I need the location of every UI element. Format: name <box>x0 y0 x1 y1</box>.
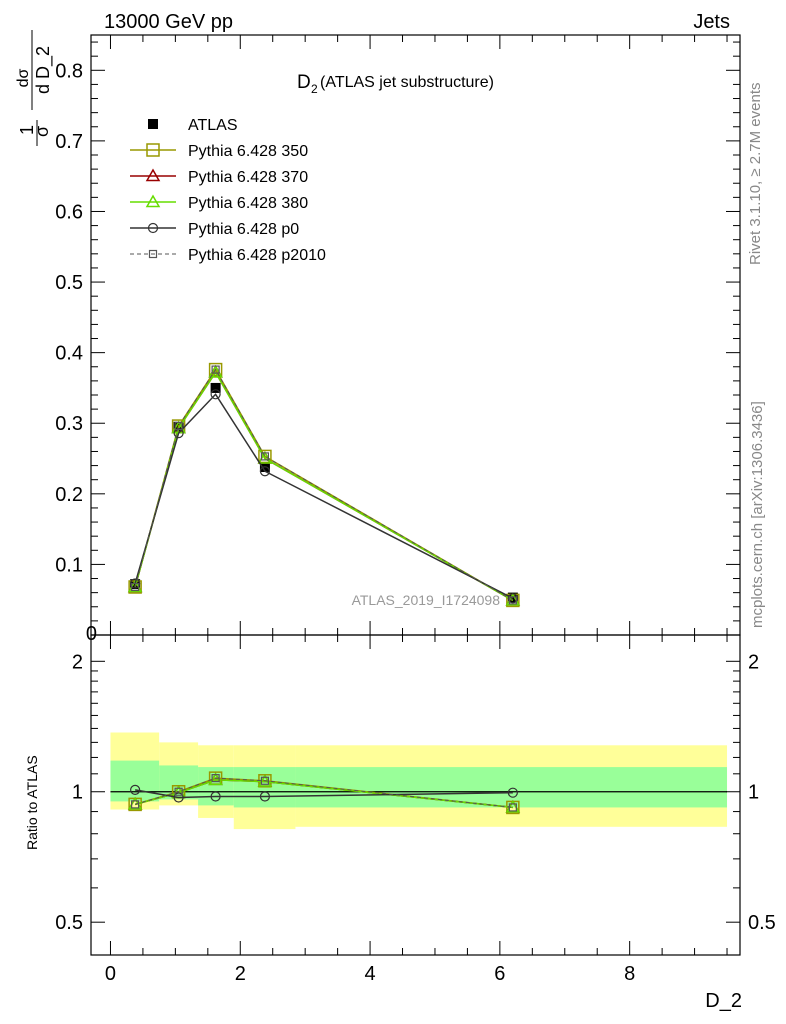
ratio-y-tick-label-left: 1 <box>72 782 83 804</box>
legend-entry-label: Pythia 6.428 350 <box>188 143 308 160</box>
legend-marker-1 <box>146 143 160 157</box>
ratio-point-3-4 <box>507 787 518 798</box>
ratio-point-3-0 <box>130 784 141 795</box>
ratio-point-4-0 <box>131 800 140 809</box>
ratio-band-green-0 <box>110 760 160 802</box>
legend-entry-label: Pythia 6.428 380 <box>188 195 308 212</box>
ratio-point-4-3 <box>260 776 270 785</box>
main-y-tick-label: 0.3 <box>55 413 83 435</box>
main-point-4-3 <box>259 466 271 477</box>
main-y-tick-label: 0.4 <box>55 343 83 365</box>
main-point-5-2 <box>211 365 220 374</box>
legend-marker-5 <box>148 249 158 259</box>
x-tick-label: 0 <box>105 963 116 985</box>
legend-marker-3 <box>145 194 161 208</box>
analysis-id-watermark: ATLAS_2019_I1724098 <box>352 592 501 608</box>
main-point-5-1 <box>174 421 183 431</box>
main-y-tick-label: 0.2 <box>55 484 83 506</box>
main-point-4-1 <box>173 428 184 439</box>
main-point-5-0 <box>131 582 140 592</box>
mcplots-reference-label: mcplots.cern.ch [arXiv:1306.3436] <box>749 401 766 628</box>
main-y-tick-label: 0.6 <box>55 201 83 223</box>
ratio-series-line-2 <box>134 779 513 809</box>
legend-entry-label: Pythia 6.428 p0 <box>188 221 299 238</box>
legend-marker-2 <box>145 168 161 182</box>
main-point-4-0 <box>130 578 141 589</box>
main-point-5-3 <box>260 452 270 461</box>
header-energy-label: 13000 GeV pp <box>104 11 233 33</box>
main-point-5-4 <box>508 596 517 605</box>
x-tick-label: 2 <box>235 963 246 985</box>
main-y-tick-label: 0.8 <box>55 60 83 82</box>
legend-entry-label: Pythia 6.428 p2010 <box>188 247 326 264</box>
ratio-band-green-1 <box>159 765 199 800</box>
main-point-1-2 <box>208 362 223 377</box>
ratio-point-3-3 <box>259 791 271 802</box>
y-label-frac1-den: σ <box>32 126 52 137</box>
main-series-line-5 <box>134 368 514 601</box>
main-point-4-4 <box>507 593 518 604</box>
x-tick-label: 8 <box>624 963 635 985</box>
legend: ATLAS Pythia 6.428 350 Pythia 6.428 370 Pyt… <box>130 117 326 264</box>
main-title-symbol: D <box>297 72 311 93</box>
ratio-panel: 0.5 0.5 1 1 2 2 0 2 4 6 8 Ratio to ATLAS <box>24 634 776 985</box>
header-process-label: Jets <box>693 11 730 33</box>
ratio-series-line-3 <box>135 789 513 799</box>
y-label-frac2-num: dσ <box>15 68 32 87</box>
main-series-line-1 <box>134 368 514 602</box>
main-title-text: (ATLAS jet substructure) <box>320 74 494 91</box>
ratio-series-line-4 <box>134 777 513 808</box>
ratio-point-3-2 <box>210 791 221 802</box>
ratio-point-4-1 <box>174 787 183 796</box>
main-y-axis-label: 1 σ dσ d D_2 <box>15 30 54 146</box>
rivet-version-label: Rivet 3.1.10, ≥ 2.7M events <box>747 83 764 266</box>
main-y-tick-label: 0.5 <box>55 272 83 294</box>
main-title-subscript: 2 <box>311 82 318 96</box>
main-point-4-2 <box>210 389 221 400</box>
main-point-0-2 <box>210 382 221 393</box>
x-tick-label: 4 <box>365 963 376 985</box>
ratio-y-tick-label-left: 0.5 <box>55 912 83 934</box>
y-axis-zero-label: 0 <box>86 623 97 645</box>
ratio-point-4-2 <box>211 774 220 783</box>
ratio-y-tick-label-left: 2 <box>72 651 83 673</box>
main-panel: 0.1 0.2 0.3 0.4 0.5 0.6 0.7 0.8 D 2 (ATLAS jet … <box>15 30 741 645</box>
legend-entry-label: Pythia 6.428 370 <box>188 169 308 186</box>
main-y-tick-label: 0.7 <box>55 131 83 153</box>
y-label-frac2-den: d D_2 <box>33 46 54 94</box>
legend-entry-label: ATLAS <box>188 117 238 134</box>
ratio-y-tick-label-right: 1 <box>748 782 759 804</box>
ratio-y-tick-label-right: 2 <box>748 651 759 673</box>
x-tick-label: 6 <box>494 963 505 985</box>
x-axis-label: D_2 <box>705 990 742 1012</box>
ratio-y-axis-label: Ratio to ATLAS <box>24 755 40 850</box>
ratio-panel-frame <box>90 634 741 956</box>
main-y-tick-label: 0.1 <box>55 554 83 576</box>
y-label-frac1-num: 1 <box>17 125 37 135</box>
ratio-point-4-4 <box>508 803 517 812</box>
ratio-y-tick-label-right: 0.5 <box>748 912 776 934</box>
legend-marker-4 <box>147 222 159 234</box>
legend-marker-0 <box>148 119 158 129</box>
ratio-point-3-1 <box>173 792 184 803</box>
main-series-line-4 <box>134 393 514 599</box>
